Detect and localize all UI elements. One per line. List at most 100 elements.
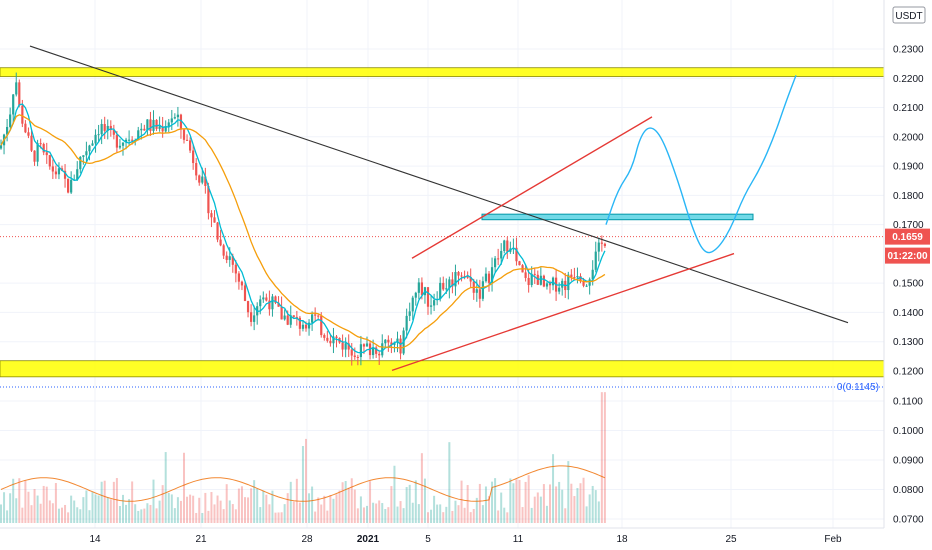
volume-bar <box>146 503 149 523</box>
candle-body <box>67 178 70 193</box>
support-resistance-zone <box>0 360 885 378</box>
candle-body <box>149 119 152 131</box>
volume-bar <box>274 512 277 523</box>
candle-body <box>600 242 603 244</box>
volume-bar <box>436 504 439 523</box>
volume-bar <box>189 494 192 523</box>
volume-bar <box>228 500 231 523</box>
price-tick-label: 0.1500 <box>893 279 924 290</box>
volume-bar <box>277 512 280 523</box>
price-tick-label: 0.1800 <box>893 191 924 202</box>
volume-bar <box>381 503 384 523</box>
volume-bar <box>115 478 118 523</box>
volume-bar <box>579 483 582 523</box>
volume-bar <box>88 510 91 523</box>
candle-body <box>213 217 216 223</box>
candle-body <box>585 285 588 287</box>
candle-body <box>79 156 82 170</box>
volume-bar <box>509 478 512 523</box>
date-tick-label: 14 <box>89 534 101 545</box>
volume-bar <box>466 485 469 523</box>
volume-bar <box>423 478 426 523</box>
currency-box[interactable] <box>892 6 926 24</box>
volume-bar <box>448 442 451 523</box>
candle-body <box>253 315 256 322</box>
volume-bar <box>140 509 143 523</box>
candle-body <box>484 273 488 282</box>
volume-bar <box>207 510 210 523</box>
volume-bar <box>332 498 335 523</box>
volume-bar <box>67 512 70 523</box>
candle-body <box>567 274 570 291</box>
volume-bar <box>137 510 140 523</box>
volume-bar <box>250 488 253 523</box>
candle-body <box>246 301 250 313</box>
volume-bar <box>109 499 112 523</box>
candle-body <box>158 126 161 129</box>
volume-bar <box>280 512 283 523</box>
volume-bar <box>353 489 356 523</box>
candle-body <box>384 339 387 344</box>
volume-bar <box>122 494 124 523</box>
volume-bar <box>469 512 472 523</box>
volume-bar <box>91 491 94 523</box>
candle-body <box>524 272 527 278</box>
volume-bar <box>463 507 466 523</box>
price-tick-label: 0.1900 <box>893 162 924 173</box>
volume-bar <box>149 504 152 523</box>
candle-body <box>173 117 176 119</box>
volume-tick-label: 0.0700 <box>893 515 924 526</box>
volume-bar <box>454 500 457 523</box>
volume-bar <box>524 481 527 523</box>
candle-body <box>240 281 244 286</box>
volume-bar <box>73 500 76 523</box>
candle-body <box>451 279 454 287</box>
volume-bar <box>597 501 600 523</box>
volume-bar <box>567 461 570 523</box>
candle-body <box>45 152 48 156</box>
volume-bar <box>79 509 82 523</box>
candle-body <box>42 144 45 153</box>
volume-bar <box>85 490 88 523</box>
volume-bar <box>442 512 445 523</box>
slow-moving-average <box>0 114 606 349</box>
candle-body <box>70 179 73 193</box>
volume-bar <box>320 504 323 523</box>
candle-body <box>228 256 231 260</box>
price-tick-label: 0.2000 <box>893 132 924 143</box>
candle-body <box>481 281 484 299</box>
resistance-box <box>481 213 754 221</box>
volume-bar <box>192 495 195 523</box>
candle-body <box>243 285 247 302</box>
candle-body <box>353 355 356 357</box>
volume-bar <box>118 506 121 523</box>
candle-body <box>97 134 100 136</box>
candle-body <box>591 269 594 280</box>
candle-body <box>88 145 91 152</box>
candle-body <box>527 277 530 286</box>
volume-bar <box>134 504 137 523</box>
volume-bar <box>219 500 222 523</box>
volume-bar <box>591 485 594 523</box>
candle-body <box>570 274 573 278</box>
price-tick-label: 0.1700 <box>893 220 924 231</box>
last-price-tag <box>885 228 930 245</box>
volume-bar <box>497 510 500 523</box>
chart-grid <box>0 0 884 528</box>
candle-body <box>576 276 579 278</box>
volume-bar <box>396 506 399 523</box>
candle-body <box>268 300 271 310</box>
candle-body <box>426 287 430 307</box>
volume-bar <box>0 504 2 523</box>
volume-bar <box>317 497 320 523</box>
volume-bar <box>234 509 237 523</box>
volume-bar <box>603 392 606 523</box>
volume-bar <box>103 480 106 523</box>
price-tick-label: 0.1300 <box>893 337 924 348</box>
volume-bar <box>359 496 362 523</box>
candle-body <box>533 273 536 275</box>
candle-body <box>143 128 146 131</box>
candle-body <box>27 132 30 136</box>
volume-bar <box>12 478 15 523</box>
